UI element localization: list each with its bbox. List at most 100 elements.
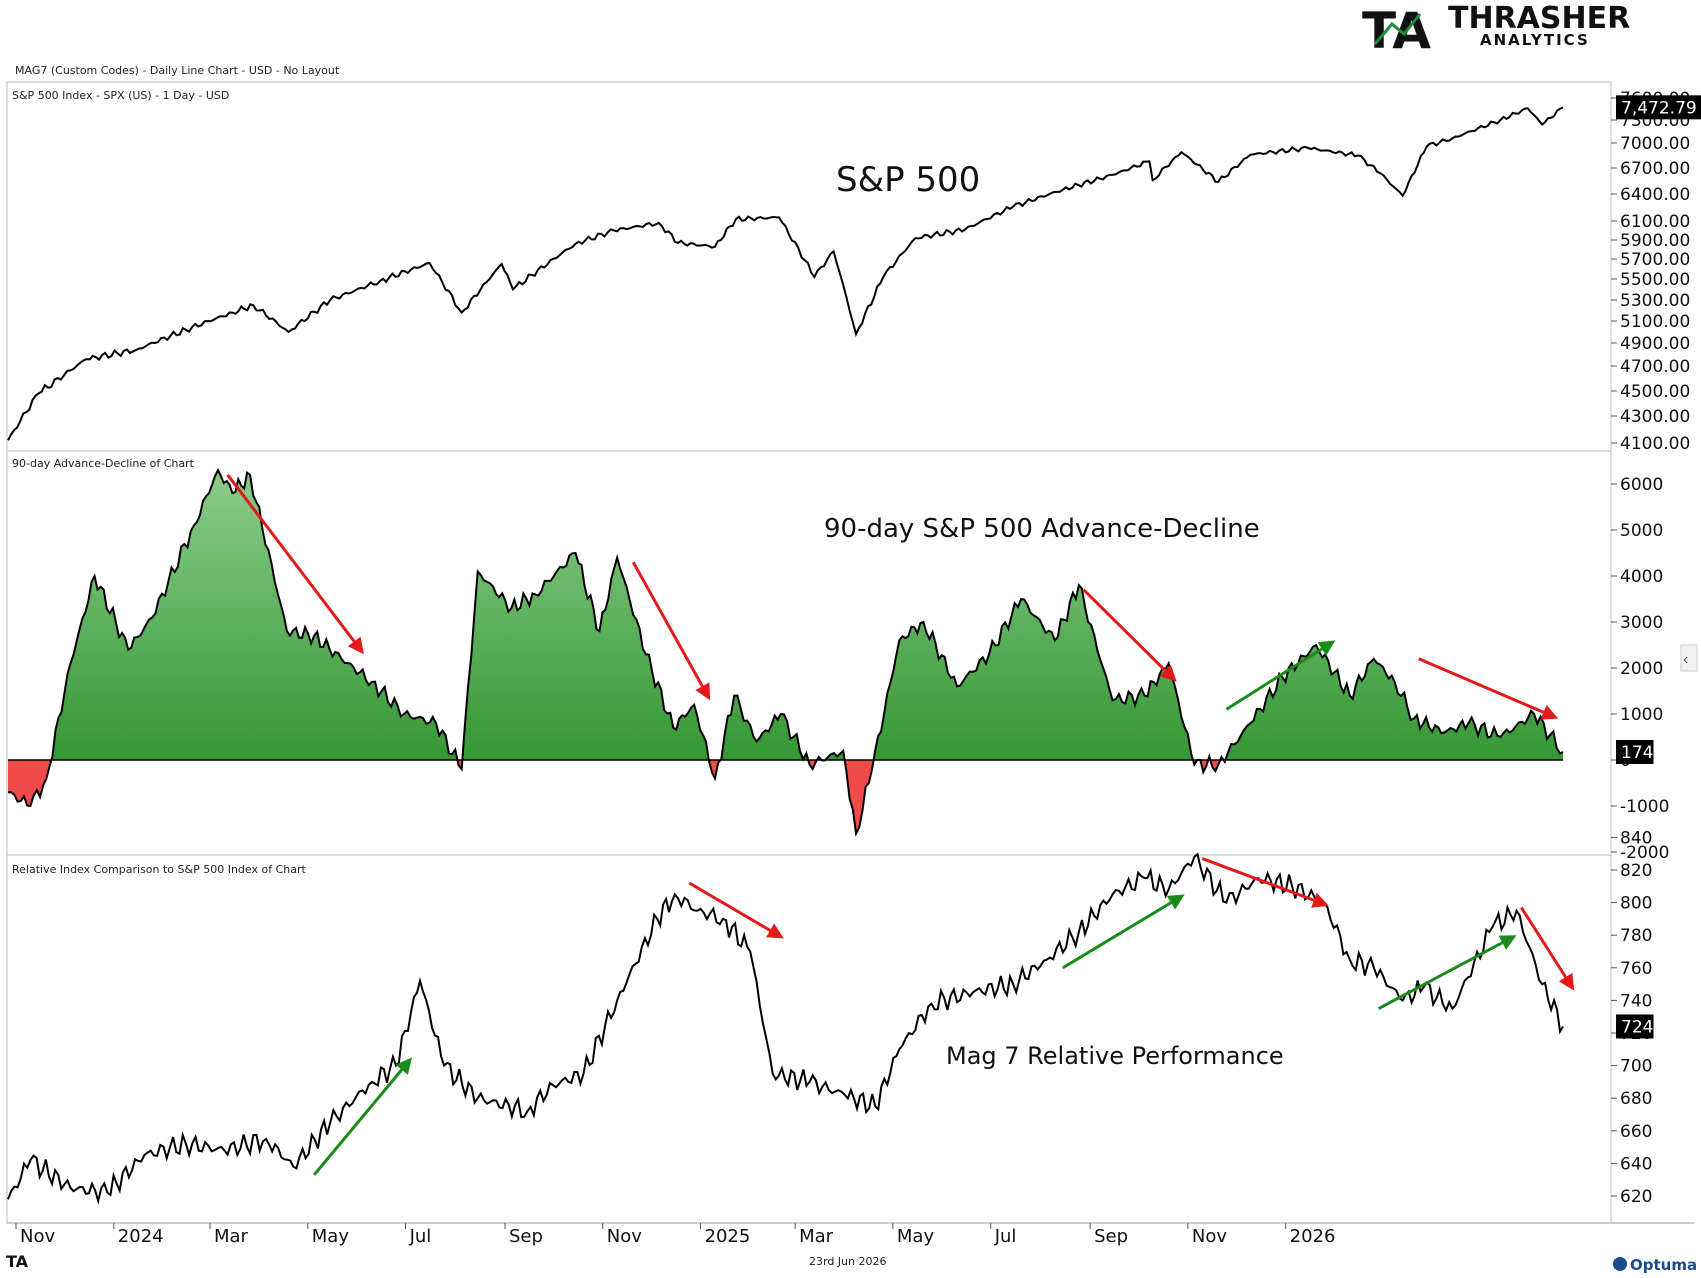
trend-arrow-head xyxy=(347,636,364,655)
y-tick-label: 640 xyxy=(1620,1154,1652,1174)
trend-arrow-head xyxy=(395,1057,412,1075)
y-tick-label: 7000.00 xyxy=(1620,134,1690,154)
ad-positive-area xyxy=(8,470,1563,760)
annotation-spx: S&P 500 xyxy=(836,160,980,200)
y-tick-label: 6700.00 xyxy=(1620,159,1690,179)
last-value-badge xyxy=(1616,95,1701,120)
ad-series-line xyxy=(7,467,1564,837)
logo-sub: ANALYTICS xyxy=(1480,31,1590,49)
y-tick-label: 3000 xyxy=(1620,613,1663,633)
trend-arrow-red xyxy=(1520,906,1567,978)
thrasher-logo: TA THRASHER ANALYTICS xyxy=(1362,1,1630,60)
y-tick-label: 660 xyxy=(1620,1122,1652,1142)
y-tick-label: 6400.00 xyxy=(1620,185,1690,205)
trend-arrow-green xyxy=(1225,647,1323,711)
trend-arrow-red xyxy=(226,473,356,643)
trend-arrow-red xyxy=(1418,657,1545,714)
y-tick-label: 840 xyxy=(1620,828,1652,848)
trend-arrows-layer xyxy=(226,473,1575,1176)
panel-frame-rel xyxy=(6,854,1612,1224)
logo-name: THRASHER xyxy=(1448,1,1630,36)
trend-arrow-green xyxy=(1377,941,1504,1010)
x-tick-label: 2025 xyxy=(705,1226,751,1247)
panel-collapse-handle[interactable]: ‹ xyxy=(1680,644,1698,672)
y-tick-label: 2000 xyxy=(1620,659,1663,679)
trend-arrow-head xyxy=(1311,892,1329,908)
chart-info: MAG7 (Custom Codes) - Daily Line Chart -… xyxy=(15,64,340,77)
trend-arrow-red xyxy=(631,561,704,687)
y-tick-label: 760 xyxy=(1620,959,1652,979)
trend-arrow-head xyxy=(695,682,711,701)
trend-arrow-head xyxy=(766,923,784,939)
y-tick-label: 4900.00 xyxy=(1620,334,1690,354)
y-tick-label: 5700.00 xyxy=(1620,250,1690,270)
x-tick-label: May xyxy=(897,1226,935,1247)
annotation-rel: Mag 7 Relative Performance xyxy=(946,1042,1284,1070)
trend-arrow-red xyxy=(1201,857,1315,902)
footer-date: 23rd Jun 2026 xyxy=(809,1255,886,1268)
x-tick-label: 2026 xyxy=(1290,1226,1336,1247)
ad-area-layer xyxy=(8,470,1563,834)
x-tick-label: Mar xyxy=(214,1226,249,1247)
last-value-labels-layer: 7,472.79 174 724 xyxy=(1616,95,1701,1039)
x-tick-label: Jul xyxy=(409,1226,432,1247)
y-tick-label: 4100.00 xyxy=(1620,434,1690,454)
x-ticks-layer: Nov 2024 Mar May Jul Sep Nov 2025 Mar May Jul Sep No… xyxy=(15,1223,1336,1247)
footer-left-mark: TA xyxy=(6,1252,29,1271)
x-tick-label: Nov xyxy=(1192,1226,1227,1247)
y-tick-label: 4700.00 xyxy=(1620,357,1690,377)
y-tick-label: 5100.00 xyxy=(1620,312,1690,332)
x-tick-label: Mar xyxy=(799,1226,834,1247)
y-tick-label: 820 xyxy=(1620,861,1652,881)
y-tick-label: -1000 xyxy=(1620,797,1669,817)
panel-label-spx: S&P 500 Index - SPX (US) - 1 Day - USD xyxy=(12,89,229,102)
footer-vendor: Optuma xyxy=(1630,1256,1697,1274)
panel-label-rel: Relative Index Comparison to S&P 500 Ind… xyxy=(12,863,307,876)
y-tick-label: 4000 xyxy=(1620,567,1663,587)
last-value-label: 7,472.79 xyxy=(1621,98,1697,118)
y-tick-label: 700 xyxy=(1620,1057,1652,1077)
panel-label-ad: 90-day Advance-Decline of Chart xyxy=(12,457,195,470)
trend-arrow-head xyxy=(1317,640,1336,656)
x-tick-label: Nov xyxy=(607,1226,642,1247)
y-tick-label: 5000 xyxy=(1620,521,1663,541)
x-tick-label: May xyxy=(312,1226,350,1247)
y-tick-label: 680 xyxy=(1620,1089,1652,1109)
x-tick-label: Nov xyxy=(20,1226,55,1247)
logo-mark: TA xyxy=(1362,2,1431,60)
last-value-label: 174 xyxy=(1621,743,1653,763)
x-tick-label: Jul xyxy=(994,1226,1017,1247)
trend-arrow-red xyxy=(1082,588,1167,672)
y-tick-label: -2000 xyxy=(1620,843,1669,863)
trend-arrow-head xyxy=(1558,972,1575,991)
y-tick-label: 6100.00 xyxy=(1620,212,1690,232)
y-tick-label: 5900.00 xyxy=(1620,231,1690,251)
y-tick-label: 4300.00 xyxy=(1620,407,1690,427)
chevron-left-icon: ‹ xyxy=(1683,651,1688,668)
x-tick-label: Sep xyxy=(1094,1226,1128,1247)
trend-arrow-green xyxy=(313,1068,403,1176)
trend-arrow-head xyxy=(1498,935,1517,950)
x-tick-label: 2024 xyxy=(118,1226,164,1247)
trend-arrow-green xyxy=(1062,901,1172,970)
last-value-badge xyxy=(1616,739,1654,764)
annotation-ad: 90-day S&P 500 Advance-Decline xyxy=(824,514,1260,544)
trend-arrow-red xyxy=(688,881,771,932)
trend-arrow-head xyxy=(1159,664,1177,682)
last-value-badge xyxy=(1616,1014,1654,1039)
y-tick-label: 1000 xyxy=(1620,705,1663,725)
trend-arrow-head xyxy=(1166,894,1185,910)
y-ticks-layer: 4100.00 4300.00 4500.00 4700.00 4900.005100.… xyxy=(1611,89,1690,1207)
last-value-label: 724 xyxy=(1621,1017,1653,1037)
logo-chart-icon xyxy=(1373,13,1422,45)
y-tick-label: 5500.00 xyxy=(1620,270,1690,290)
relative-series-line xyxy=(7,852,1564,1205)
y-tick-label: 740 xyxy=(1620,991,1652,1011)
spx-series-line xyxy=(7,106,1564,441)
optuma-logo: Optuma xyxy=(1613,1256,1697,1274)
y-tick-label: 800 xyxy=(1620,894,1652,914)
y-tick-label: 4500.00 xyxy=(1620,382,1690,402)
y-tick-label: 620 xyxy=(1620,1187,1652,1207)
y-tick-label: 6000 xyxy=(1620,475,1663,495)
